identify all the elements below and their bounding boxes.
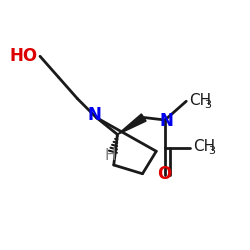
Text: CH: CH (189, 93, 212, 108)
Text: H: H (104, 148, 116, 163)
Text: 3: 3 (208, 146, 215, 156)
Polygon shape (118, 114, 146, 134)
Text: N: N (87, 106, 101, 124)
Text: 3: 3 (204, 100, 211, 110)
Text: HO: HO (10, 47, 38, 65)
Text: CH: CH (193, 139, 215, 154)
Text: N: N (159, 112, 173, 130)
Text: O: O (158, 165, 172, 183)
